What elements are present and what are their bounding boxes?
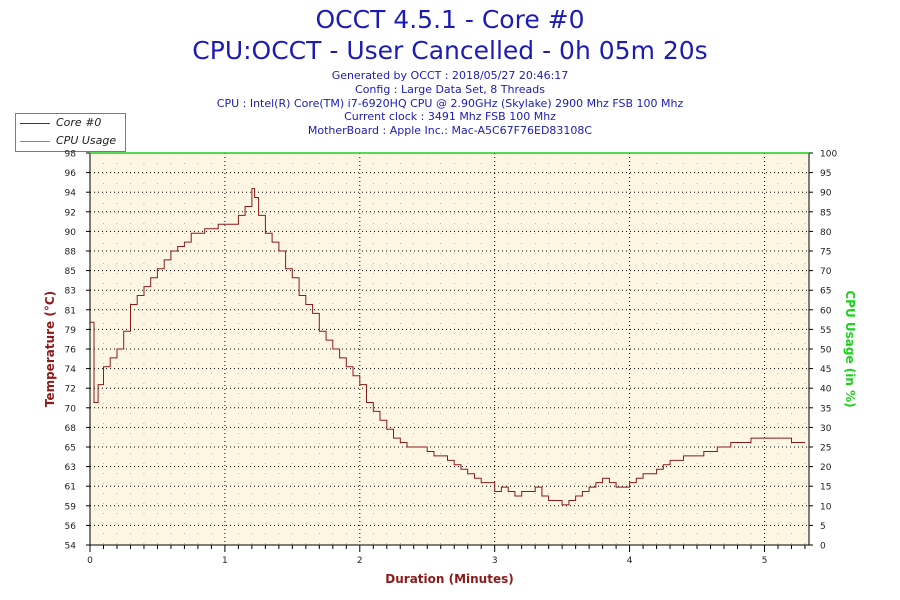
info-generated: Generated by OCCT : 2018/05/27 20:46:17 — [331, 69, 569, 82]
info-clock: Current clock : 3491 Mhz FSB 100 Mhz — [344, 110, 556, 124]
y-tick-label: 70 — [65, 404, 77, 414]
y2-tick-label: 30 — [820, 424, 832, 434]
y-tick-label: 76 — [65, 346, 77, 356]
y-tick-label: 54 — [65, 542, 77, 552]
legend-swatch-core0 — [20, 123, 50, 124]
y-tick-label: 88 — [65, 248, 77, 258]
info-motherboard: MotherBoard : Apple Inc.: Mac-A5C67F76ED… — [307, 124, 593, 138]
y2-tick-label: 50 — [820, 346, 832, 356]
x-tick-label: 0 — [87, 556, 93, 566]
y2-tick-label: 10 — [820, 502, 832, 512]
y-axis-label-temperature: Temperature (°C) — [43, 291, 57, 407]
y-tick-label: 65 — [65, 444, 76, 454]
y-tick-label: 98 — [65, 150, 77, 160]
chart-subtitle: CPU:OCCT - User Cancelled - 0h 05m 20s — [192, 36, 708, 65]
y2-tick-label: 70 — [820, 267, 832, 277]
y-tick-label: 72 — [65, 385, 76, 395]
legend-swatch-cpu-usage — [20, 141, 50, 142]
y-tick-label: 79 — [65, 326, 77, 336]
legend-item-core0: Core #0 — [16, 115, 125, 132]
tick-labels: 5456596163656870727476798183858890929496… — [65, 150, 838, 567]
y2-tick-label: 0 — [820, 542, 826, 552]
series-group — [90, 152, 809, 506]
x-tick-label: 3 — [492, 556, 498, 566]
x-tick-label: 4 — [627, 556, 633, 566]
y2-tick-label: 90 — [820, 189, 832, 199]
y2-tick-label: 75 — [820, 248, 831, 258]
y-tick-label: 92 — [65, 208, 76, 218]
y2-tick-label: 45 — [820, 365, 831, 375]
grid-lines — [90, 153, 809, 545]
y2-tick-label: 80 — [820, 228, 832, 238]
y-tick-label: 74 — [65, 365, 77, 375]
y-tick-label: 59 — [65, 502, 77, 512]
y-tick-label: 61 — [65, 483, 76, 493]
series-line-core0 — [90, 188, 805, 506]
info-cpu: CPU : Intel(R) Core(TM) i7-6920HQ CPU @ … — [216, 96, 684, 110]
y-tick-label: 81 — [65, 306, 76, 316]
x-tick-label: 1 — [222, 556, 228, 566]
y-tick-label: 83 — [65, 287, 76, 297]
y2-tick-label: 85 — [820, 208, 831, 218]
y2-tick-label: 65 — [820, 287, 831, 297]
y-tick-label: 56 — [65, 522, 77, 532]
y2-tick-label: 40 — [820, 385, 832, 395]
y2-tick-label: 5 — [820, 522, 826, 532]
y-tick-label: 96 — [65, 169, 77, 179]
y-axis-label-cpu-usage: CPU Usage (in %) — [843, 290, 857, 407]
legend-label-core0: Core #0 — [56, 116, 102, 129]
x-tick-label: 5 — [762, 556, 768, 566]
chart-legend: Core #0 CPU Usage — [15, 113, 126, 152]
chart-title: OCCT 4.5.1 - Core #0 — [315, 5, 585, 34]
legend-item-cpu-usage: CPU Usage — [16, 133, 125, 150]
y2-tick-label: 100 — [820, 150, 837, 160]
y2-tick-label: 35 — [820, 404, 831, 414]
plot-area — [90, 153, 809, 545]
y-tick-label: 63 — [65, 463, 76, 473]
y2-tick-label: 15 — [820, 483, 831, 493]
x-tick-label: 2 — [357, 556, 363, 566]
y2-tick-label: 95 — [820, 169, 831, 179]
y2-tick-label: 55 — [820, 326, 831, 336]
legend-label-cpu-usage: CPU Usage — [56, 134, 117, 147]
info-block: Generated by OCCT : 2018/05/27 20:46:17 … — [0, 69, 900, 138]
y-tick-label: 85 — [65, 267, 76, 277]
y-tick-label: 68 — [65, 424, 77, 434]
y2-tick-label: 60 — [820, 306, 832, 316]
y2-tick-label: 20 — [820, 463, 832, 473]
info-config: Config : Large Data Set, 8 Threads — [355, 82, 545, 96]
tick-marks — [86, 152, 813, 552]
y2-tick-label: 25 — [820, 444, 831, 454]
y-tick-label: 94 — [65, 189, 77, 199]
x-axis-label: Duration (Minutes) — [385, 572, 513, 586]
y-tick-label: 90 — [65, 228, 77, 238]
